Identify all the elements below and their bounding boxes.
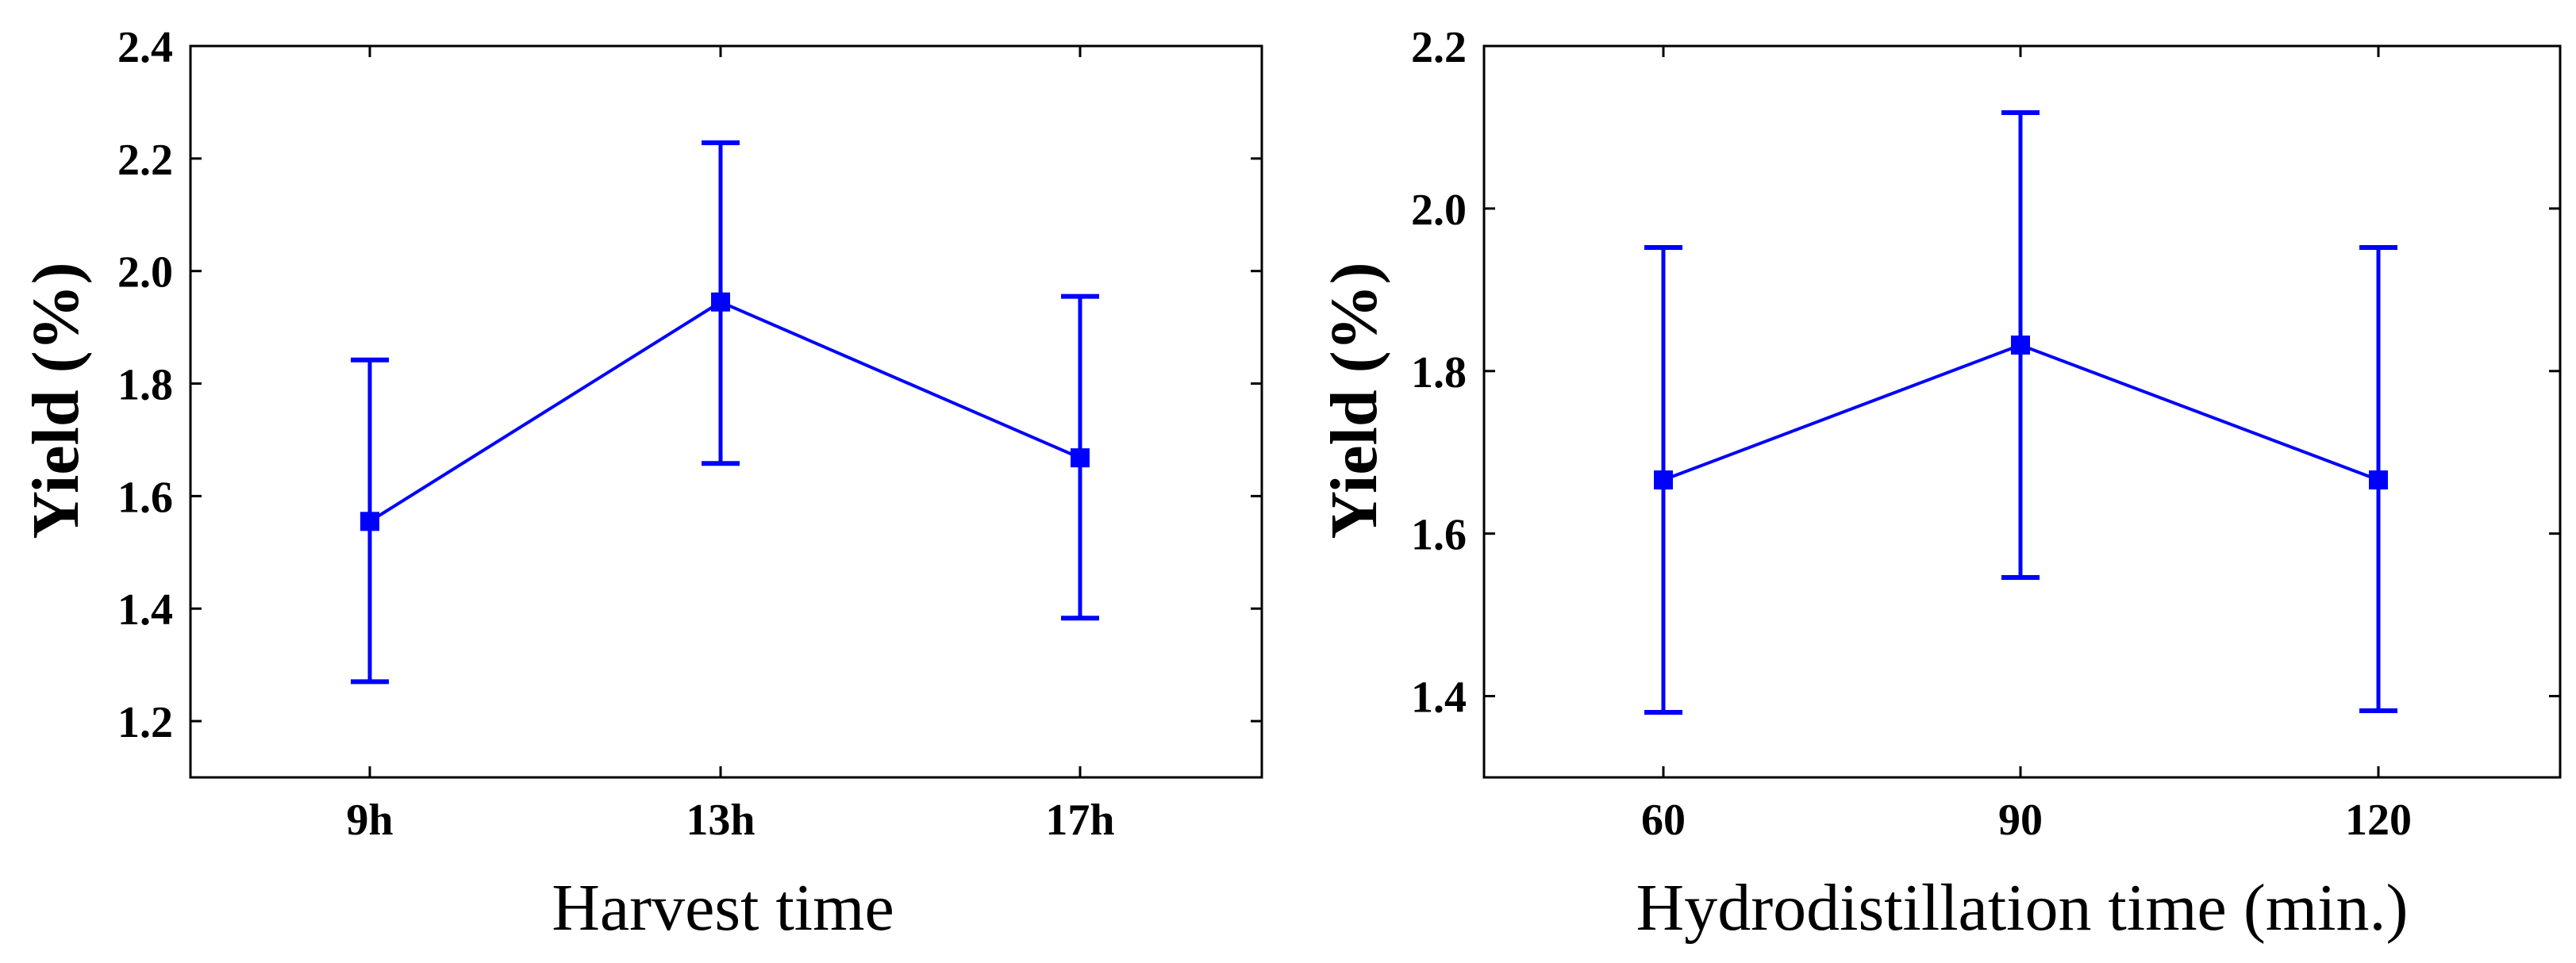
y-tick-label: 1.8 (117, 361, 173, 410)
plot-frame (189, 44, 1263, 779)
y-tick-label: 1.2 (117, 698, 173, 747)
y-axis-title: Yield (%) (1317, 262, 1391, 539)
x-tick-label: 13h (686, 796, 755, 845)
y-tick-label: 2.2 (1411, 23, 1467, 72)
x-tick-label: 120 (2345, 796, 2412, 845)
data-point (360, 512, 379, 531)
data-point (1071, 448, 1090, 468)
y-tick-label: 2.2 (117, 136, 173, 185)
chart-panel-hydrodistillation-time: 1.4 1.6 1.8 2.0 2.2 60 90 120 Hydrodistillation … (1317, 23, 2562, 945)
y-tick-label: 2.0 (117, 248, 173, 297)
x-tick-label: 17h (1045, 796, 1114, 845)
y-tick-label: 2.0 (1411, 186, 1467, 235)
data-point (2369, 470, 2388, 490)
data-point (1654, 470, 1673, 490)
y-tick-label: 1.4 (117, 585, 173, 635)
y-tick-label: 1.6 (1411, 511, 1467, 560)
x-tick-label: 90 (1998, 796, 2043, 845)
y-axis-title: Yield (%) (19, 262, 93, 539)
x-tick-label: 9h (346, 796, 393, 845)
data-point (711, 292, 730, 312)
y-tick-label: 1.8 (1411, 348, 1467, 397)
series-line (368, 300, 1081, 523)
x-tick-label: 60 (1641, 796, 1686, 845)
chart-panel-harvest-time: 1.2 1.4 1.6 1.8 2.0 2.2 2.4 9h 13h 17h Harvest tim… (19, 23, 1263, 945)
x-axis-title: Harvest time (552, 871, 894, 945)
y-tick-label: 1.6 (117, 473, 173, 522)
y-tick-label: 2.4 (117, 23, 173, 72)
x-axis-title: Hydrodistillation time (min.) (1636, 871, 2409, 945)
y-tick-label: 1.4 (1411, 673, 1467, 723)
data-point (2011, 335, 2030, 355)
plot-frame (1482, 44, 2562, 779)
